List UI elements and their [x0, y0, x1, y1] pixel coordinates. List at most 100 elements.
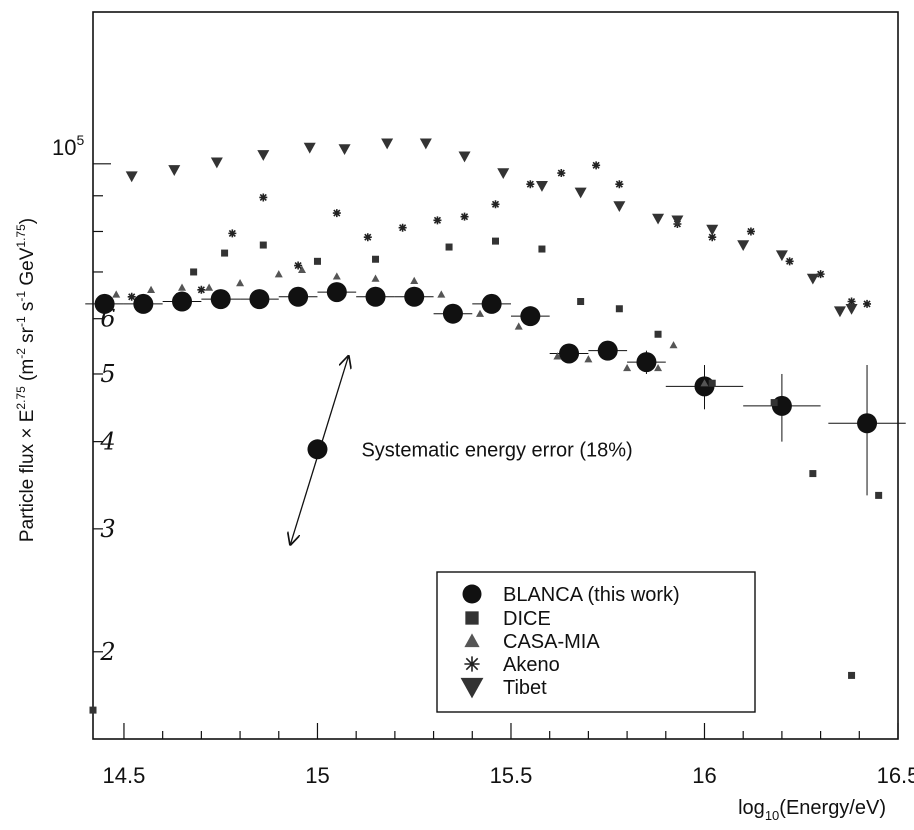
akeno-point — [127, 292, 136, 301]
legend-label-dice: DICE — [503, 608, 551, 630]
dice-point — [770, 399, 778, 407]
blanca-point — [597, 340, 618, 361]
akeno-point — [460, 212, 469, 221]
akeno-point — [557, 169, 566, 178]
casa-mia-point — [514, 322, 523, 330]
blanca-point — [481, 293, 502, 314]
series-circle — [85, 282, 906, 496]
tibet-point — [671, 215, 684, 227]
blanca-point — [326, 282, 347, 303]
blanca-point — [442, 303, 463, 324]
tibet-point — [737, 240, 750, 252]
casa-mia-point — [371, 274, 380, 282]
legend-label-blanca: BLANCA (this work) — [503, 584, 680, 606]
casa-mia-point — [410, 276, 419, 284]
casa-mia-point — [464, 633, 480, 648]
x-axis-label: log10(Energy/eV) — [738, 797, 886, 823]
systematic-error-annotation: Systematic energy error (18%) — [290, 356, 633, 544]
akeno-point — [863, 299, 872, 308]
systematic-error-marker — [307, 439, 328, 460]
akeno-point — [847, 297, 856, 306]
series-triangle — [112, 265, 709, 387]
dice-point — [848, 671, 856, 679]
dice-point — [259, 241, 267, 249]
tibet-point — [257, 150, 270, 161]
casa-mia-point — [584, 355, 593, 363]
handwritten-tick-label: 5 — [100, 360, 115, 388]
blanca-point — [172, 291, 193, 312]
handwritten-tick-label: 4 — [99, 428, 115, 456]
dice-point — [708, 379, 716, 387]
y-axis-label: Particle flux × E2.75 (m-2 sr-1 s-1 GeV1… — [14, 218, 38, 542]
casa-mia-point — [205, 283, 214, 291]
blanca-point — [520, 306, 541, 327]
tibet-point — [168, 165, 181, 176]
dice-point — [875, 491, 883, 499]
handwritten-tick-label: 3 — [100, 515, 115, 543]
blanca-point — [857, 413, 878, 434]
series-star — [127, 161, 872, 308]
dice-point — [577, 298, 585, 306]
dice-point — [538, 245, 546, 253]
casa-mia-point — [274, 270, 283, 278]
casa-mia-point — [332, 272, 341, 280]
dice-point — [372, 255, 380, 263]
legend-label-casa-mia: CASA-MIA — [503, 631, 600, 653]
tibet-point — [125, 171, 138, 183]
akeno-point — [615, 180, 624, 189]
blanca-point — [636, 352, 657, 373]
y-tick-label-1e5: 105 — [52, 132, 84, 160]
casa-mia-point — [437, 290, 446, 298]
y-tick-base: 10 — [52, 135, 76, 160]
tibet-point — [535, 181, 548, 192]
annotation-text: Systematic energy error (18%) — [361, 439, 632, 461]
tibet-point — [210, 157, 223, 169]
x-tick-label: 14.5 — [103, 763, 146, 788]
akeno-point — [398, 223, 407, 232]
tibet-point — [419, 138, 432, 150]
casa-mia-point — [147, 285, 156, 294]
legend-label-tibet: Tibet — [503, 677, 547, 699]
blanca-point — [210, 289, 231, 310]
dice-point — [313, 257, 321, 265]
legend-box — [436, 571, 756, 713]
dice-point — [809, 470, 817, 478]
casa-mia-point — [623, 363, 632, 372]
dice-point — [465, 611, 479, 625]
x-tick-label: 16 — [692, 763, 716, 788]
dice-point — [190, 268, 198, 276]
casa-mia-point — [236, 278, 245, 287]
dice-point — [445, 243, 453, 251]
legend: BLANCA (this work) DICE CASA-MIA Akeno T… — [436, 571, 756, 713]
axis-ticks — [93, 163, 899, 739]
akeno-point — [259, 193, 268, 202]
blanca-point — [94, 293, 115, 314]
blanca-point — [365, 286, 386, 307]
data-series — [85, 138, 906, 714]
casa-mia-point — [297, 265, 306, 274]
tibet-point — [775, 250, 788, 262]
dice-point — [89, 706, 97, 714]
akeno-point — [708, 233, 717, 242]
series-square — [89, 237, 883, 714]
plot-frame — [92, 11, 899, 740]
akeno-point — [526, 180, 535, 189]
dice-point — [221, 249, 229, 257]
casa-mia-point — [112, 290, 121, 298]
tibet-point — [458, 151, 471, 163]
akeno-point — [491, 200, 500, 209]
tibet-point — [845, 303, 858, 315]
casa-mia-point — [553, 352, 562, 360]
tibet-point — [652, 213, 665, 225]
tibet-point — [381, 138, 394, 150]
blanca-point — [559, 343, 580, 364]
casa-mia-point — [654, 363, 663, 372]
akeno-point — [332, 209, 341, 218]
tibet-point — [460, 677, 484, 699]
legend-label-akeno: Akeno — [503, 654, 560, 676]
x-tick-label: 15.5 — [490, 763, 533, 788]
tibet-point — [303, 142, 316, 154]
series-triangle-down — [125, 138, 858, 318]
